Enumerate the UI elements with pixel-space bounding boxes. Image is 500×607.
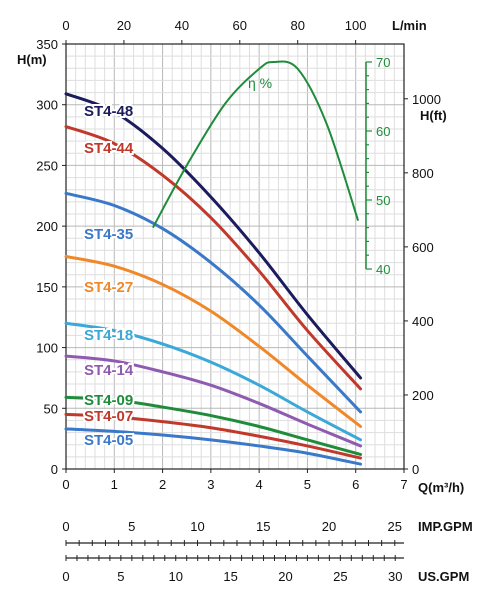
imp-gpm-tick-label: 0: [62, 519, 69, 534]
series-label-st4-44: ST4-44: [84, 140, 134, 157]
efficiency-curve: η %: [152, 60, 360, 229]
series-label-st4-35: ST4-35: [84, 226, 133, 243]
imp-gpm-tick-label: 25: [388, 519, 402, 534]
top-tick-label: 60: [233, 18, 247, 33]
series-line-st4-05: [64, 427, 363, 466]
x-tick-label: 7: [400, 477, 407, 492]
y-tick-label: 100: [36, 341, 58, 356]
right-axis-title: H(ft): [420, 108, 447, 123]
series-line-st4-07: [64, 412, 363, 460]
axes: 0 1 2 3 4 5 6 7 Q(m³/h) 0 20 40 60 80 100 L/min 0 50 100 15…: [17, 18, 464, 495]
x-tick-label: 5: [304, 477, 311, 492]
eta-tick-label: 70: [376, 55, 390, 70]
series-line-st4-44: [64, 125, 363, 391]
us-gpm-tick-label: 10: [169, 569, 183, 584]
us-gpm-title: US.GPM: [418, 569, 469, 584]
eta-label: η %: [248, 75, 272, 91]
right-tick-label: 600: [412, 240, 434, 255]
grid: [65, 43, 405, 470]
series-labels: ST4-48 ST4-44 ST4-35 ST4-27 ST4-18 ST4-14 ST4-…: [82, 101, 136, 451]
x-tick-label: 0: [62, 477, 69, 492]
us-gpm-tick-label: 5: [117, 569, 124, 584]
series-label-st4-05: ST4-05: [84, 432, 133, 449]
x-tick-label: 6: [352, 477, 359, 492]
series-line-st4-27: [64, 255, 363, 428]
us-gpm-tick-label: 0: [62, 569, 69, 584]
y-tick-label: 300: [36, 98, 58, 113]
series-line-st4-35: [64, 191, 363, 414]
y-tick-label: 350: [36, 37, 58, 52]
eta-tick-label: 40: [376, 262, 390, 277]
eta-tick-label: 50: [376, 193, 390, 208]
y-tick-label: 150: [36, 280, 58, 295]
series-label-st4-18: ST4-18: [84, 327, 133, 344]
x-tick-label: 3: [207, 477, 214, 492]
y-axis-title: H(m): [17, 52, 47, 67]
series-label-st4-14: ST4-14: [84, 362, 134, 379]
series-label-st4-09: ST4-09: [84, 392, 133, 409]
right-tick-label: 0: [412, 462, 419, 477]
x-tick-label: 2: [159, 477, 166, 492]
top-tick-label: 80: [290, 18, 304, 33]
series-label-st4-07: ST4-07: [84, 408, 133, 425]
series-line-st4-09: [64, 395, 363, 456]
us-gpm-tick-label: 25: [333, 569, 347, 584]
top-tick-label: 40: [175, 18, 189, 33]
series-label-st4-48: ST4-48: [84, 103, 133, 120]
series-label-st4-27: ST4-27: [84, 279, 133, 296]
series-line-st4-18: [64, 321, 363, 442]
top-tick-label: 20: [117, 18, 131, 33]
imp-gpm-tick-label: 20: [322, 519, 336, 534]
imp-gpm-tick-label: 10: [190, 519, 204, 534]
series-lines: [64, 92, 363, 466]
us-gpm-tick-label: 20: [278, 569, 292, 584]
y-tick-label: 0: [51, 462, 58, 477]
eta-curve: [152, 60, 360, 229]
y-tick-label: 50: [44, 401, 58, 416]
y-tick-label: 200: [36, 219, 58, 234]
right-tick-label: 400: [412, 314, 434, 329]
right-tick-label: 1000: [412, 92, 441, 107]
top-axis-title: L/min: [392, 18, 427, 33]
imp-gpm-title: IMP.GPM: [418, 519, 473, 534]
eta-tick-label: 60: [376, 124, 390, 139]
x-axis-title: Q(m³/h): [418, 480, 464, 495]
right-tick-label: 200: [412, 388, 434, 403]
series-line-st4-14: [64, 354, 363, 448]
imp-gpm-tick-label: 15: [256, 519, 270, 534]
us-gpm-tick-label: 15: [223, 569, 237, 584]
x-tick-label: 4: [256, 477, 263, 492]
top-tick-label: 0: [62, 18, 69, 33]
flow-scales: 0 5 10 15 20 25 IMP.GPM 0 5 10 15 20 25 30 US.GPM: [62, 519, 472, 584]
x-tick-label: 1: [111, 477, 118, 492]
imp-gpm-tick-label: 5: [128, 519, 135, 534]
right-tick-label: 800: [412, 166, 434, 181]
y-tick-label: 250: [36, 158, 58, 173]
us-gpm-tick-label: 30: [388, 569, 402, 584]
series-line-st4-48: [64, 92, 363, 380]
top-tick-label: 100: [345, 18, 367, 33]
